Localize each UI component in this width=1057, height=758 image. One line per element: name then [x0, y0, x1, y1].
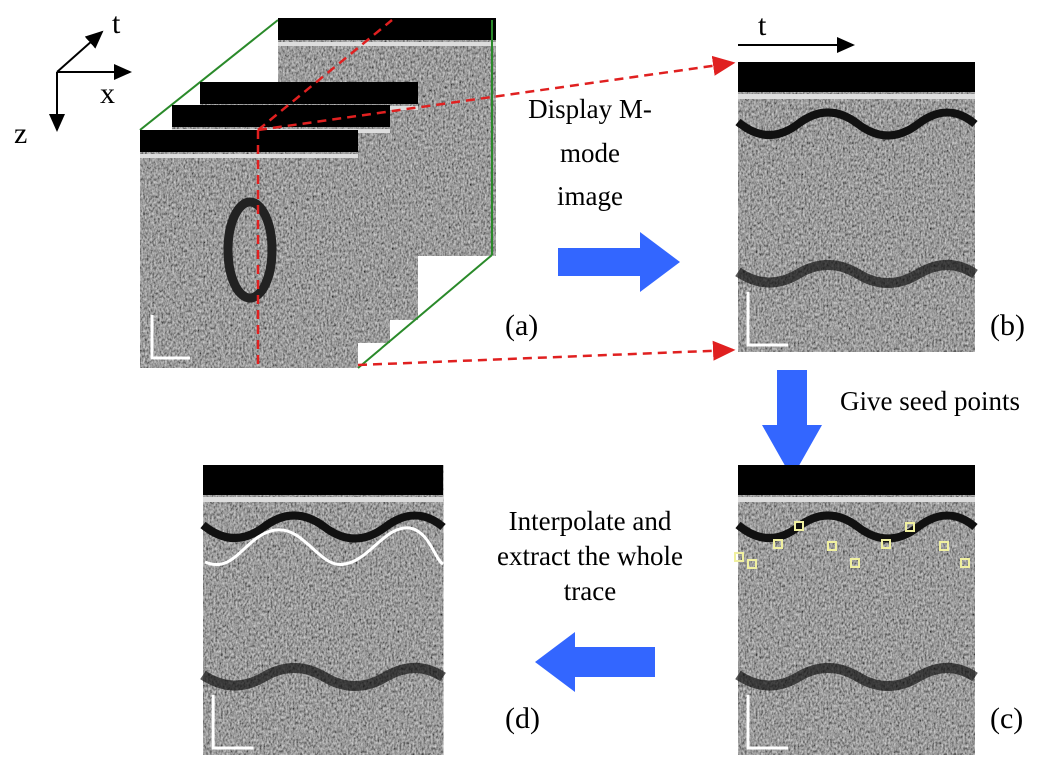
arrow-down — [762, 370, 822, 478]
time-label: t — [758, 9, 767, 42]
step-text: image — [557, 181, 623, 211]
panel-label: (d) — [505, 702, 540, 735]
panel-label: (a) — [505, 309, 538, 342]
panel-label: (c) — [990, 702, 1023, 735]
m-mode-image — [203, 465, 443, 755]
m-mode-image — [738, 62, 975, 352]
step-text: Interpolate and — [509, 506, 672, 536]
step-text: trace — [564, 576, 616, 606]
axis-x: x — [100, 77, 115, 110]
axis-z: z — [14, 117, 27, 150]
panel-label: (b) — [990, 309, 1025, 342]
axes — [57, 32, 130, 130]
step-text: Display M- — [528, 94, 652, 124]
step-text: Give seed points — [840, 386, 1020, 416]
frame-stack — [140, 18, 733, 368]
step-text: mode — [560, 138, 620, 168]
step-text: extract the whole — [497, 541, 683, 571]
axis-t: t — [112, 7, 121, 40]
figure: t x z (a) t (b) Display M- mode image Gi… — [0, 0, 1057, 758]
arrow-right — [558, 232, 680, 292]
arrow-left — [535, 632, 655, 692]
m-mode-image — [738, 465, 975, 755]
